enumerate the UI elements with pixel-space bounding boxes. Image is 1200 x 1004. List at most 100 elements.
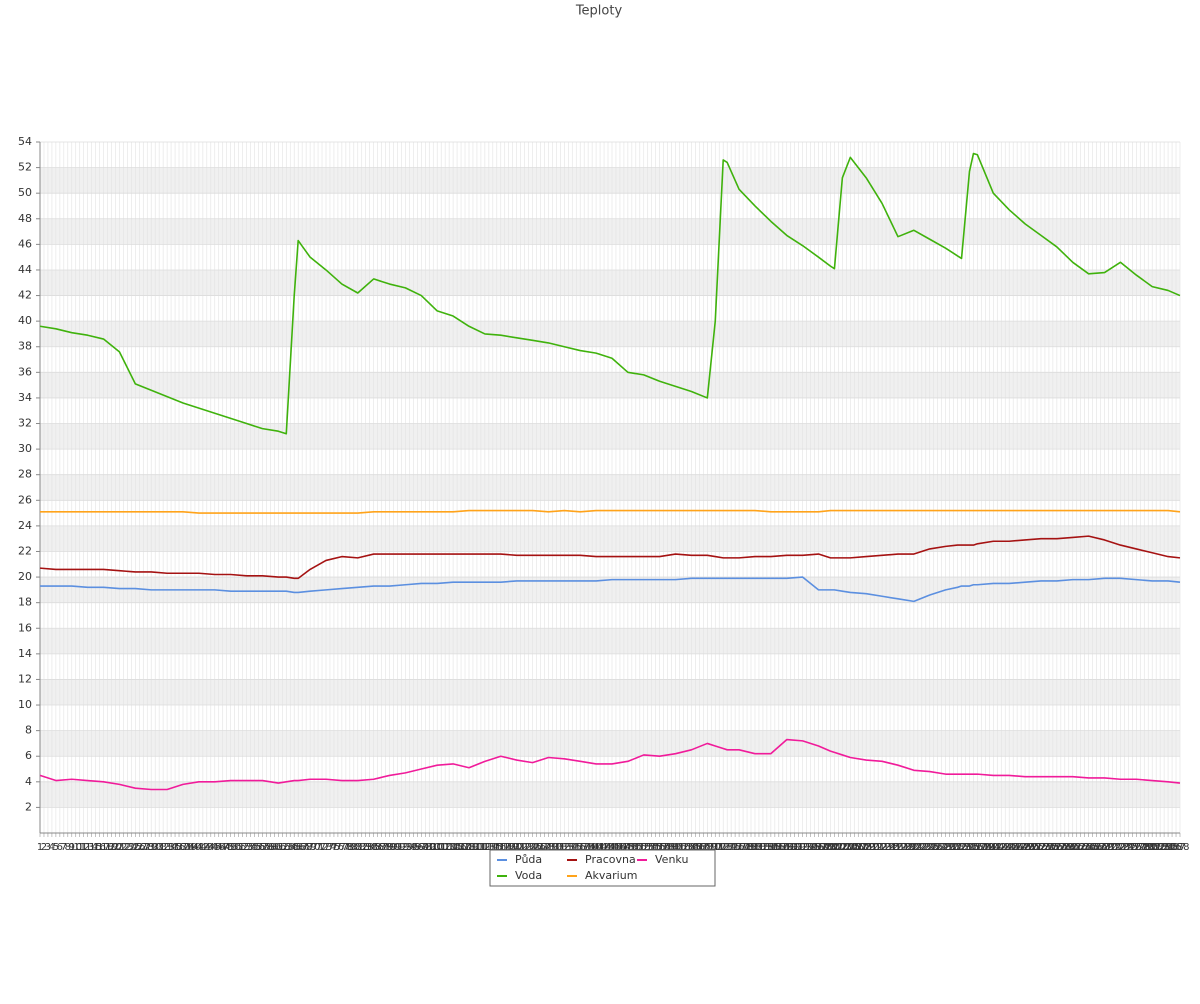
- x-tick-label: 13: [81, 842, 94, 853]
- x-tick-label: 20: [109, 842, 122, 853]
- y-tick-label: 32: [18, 417, 32, 430]
- y-tick-label: 54: [18, 135, 32, 148]
- x-tick-label: 186: [765, 842, 784, 853]
- x-tick-label: 256: [1043, 842, 1062, 853]
- x-tick-label: 73: [320, 842, 333, 853]
- x-tick-label: 195: [801, 842, 820, 853]
- x-tick-label: 45: [208, 842, 221, 853]
- x-tick-label: 89: [383, 842, 396, 853]
- x-tick-label: 68: [300, 842, 313, 853]
- x-tick-label: 174: [718, 842, 737, 853]
- y-tick-label: 2: [25, 800, 32, 813]
- x-tick-label: 49: [224, 842, 237, 853]
- x-tick-label: 216: [884, 842, 903, 853]
- x-tick-label: 44: [204, 842, 217, 853]
- x-tick-label: 127: [531, 842, 550, 853]
- x-tick-label: 28: [141, 842, 154, 853]
- x-tick-label: 50: [228, 842, 241, 853]
- x-tick-label: 245: [1000, 842, 1019, 853]
- x-tick-label: 53: [240, 842, 253, 853]
- legend-label: Voda: [515, 869, 542, 882]
- x-tick-label: 86: [371, 842, 384, 853]
- y-tick-label: 34: [18, 391, 32, 404]
- x-tick-label: 207: [849, 842, 868, 853]
- x-tick-label: 15: [89, 842, 102, 853]
- x-tick-label: 219: [896, 842, 915, 853]
- x-tick-label: 156: [646, 842, 665, 853]
- x-tick-label: 93: [399, 842, 412, 853]
- x-tick-label: 102: [432, 842, 451, 853]
- grid-band: [40, 628, 1180, 654]
- x-tick-label: 136: [567, 842, 586, 853]
- x-tick-label: 257: [1047, 842, 1066, 853]
- x-tick-label: 56: [252, 842, 265, 853]
- x-tick-label: 237: [968, 842, 987, 853]
- x-tick-label: 269: [1095, 842, 1114, 853]
- x-tick-label: 215: [880, 842, 899, 853]
- x-tick-label: 137: [571, 842, 590, 853]
- x-tick-label: 17: [97, 842, 110, 853]
- x-tick-label: 118: [495, 842, 514, 853]
- x-tick-label: 235: [960, 842, 979, 853]
- x-tick-label: 81: [351, 842, 364, 853]
- x-tick-label: 149: [618, 842, 637, 853]
- x-tick-label: 65: [288, 842, 301, 853]
- x-tick-label: 148: [614, 842, 633, 853]
- x-tick-label: 205: [841, 842, 860, 853]
- x-tick-label: 177: [730, 842, 749, 853]
- x-tick-label: 51: [232, 842, 245, 853]
- x-tick-label: 240: [980, 842, 999, 853]
- x-tick-label: 69: [304, 842, 317, 853]
- y-tick-label: 20: [18, 570, 32, 583]
- x-tick-label: 262: [1067, 842, 1086, 853]
- x-tick-label: 271: [1103, 842, 1122, 853]
- x-tick-label: 212: [869, 842, 888, 853]
- x-tick-label: 228: [932, 842, 951, 853]
- x-tick-label: 27: [137, 842, 150, 853]
- x-tick-label: 239: [976, 842, 995, 853]
- x-tick-label: 26: [133, 842, 146, 853]
- x-tick-label: 288: [1170, 842, 1189, 853]
- x-tick-label: 165: [682, 842, 701, 853]
- y-tick-label: 4: [25, 775, 32, 788]
- x-tick-label: 247: [1008, 842, 1027, 853]
- x-tick-label: 233: [952, 842, 971, 853]
- grid-band: [40, 167, 1180, 194]
- x-tick-label: 75: [328, 842, 341, 853]
- x-tick-label: 95: [407, 842, 420, 853]
- x-tick-label: 214: [877, 842, 896, 853]
- x-tick-label: 249: [1016, 842, 1035, 853]
- x-tick-label: 204: [837, 842, 856, 853]
- x-tick-label: 180: [741, 842, 760, 853]
- x-tick-label: 259: [1055, 842, 1074, 853]
- x-tick-label: 276: [1123, 842, 1142, 853]
- x-tick-label: 29: [145, 842, 158, 853]
- x-tick-label: 32: [157, 842, 170, 853]
- x-tick-label: 178: [734, 842, 753, 853]
- x-tick-label: 107: [451, 842, 470, 853]
- x-tick-label: 1: [37, 842, 43, 853]
- x-tick-label: 173: [714, 842, 733, 853]
- x-tick-label: 143: [594, 842, 613, 853]
- x-tick-label: 146: [606, 842, 625, 853]
- x-tick-label: 8: [65, 842, 71, 853]
- x-tick-label: 31: [153, 842, 166, 853]
- x-tick-label: 211: [865, 842, 884, 853]
- x-tick-label: 3: [45, 842, 51, 853]
- x-tick-label: 252: [1027, 842, 1046, 853]
- y-tick-label: 26: [18, 493, 32, 506]
- x-tick-label: 209: [857, 842, 876, 853]
- x-tick-label: 70: [308, 842, 321, 853]
- x-tick-label: 286: [1163, 842, 1182, 853]
- x-tick-label: 153: [634, 842, 653, 853]
- x-tick-label: 281: [1143, 842, 1162, 853]
- legend-box: [489, 849, 716, 887]
- x-tick-label: 248: [1012, 842, 1031, 853]
- x-tick-label: 222: [908, 842, 927, 853]
- x-tick-label: 48: [220, 842, 233, 853]
- x-tick-label: 197: [809, 842, 828, 853]
- x-tick-label: 253: [1031, 842, 1050, 853]
- x-tick-label: 201: [825, 842, 844, 853]
- x-tick-label: 88: [379, 842, 392, 853]
